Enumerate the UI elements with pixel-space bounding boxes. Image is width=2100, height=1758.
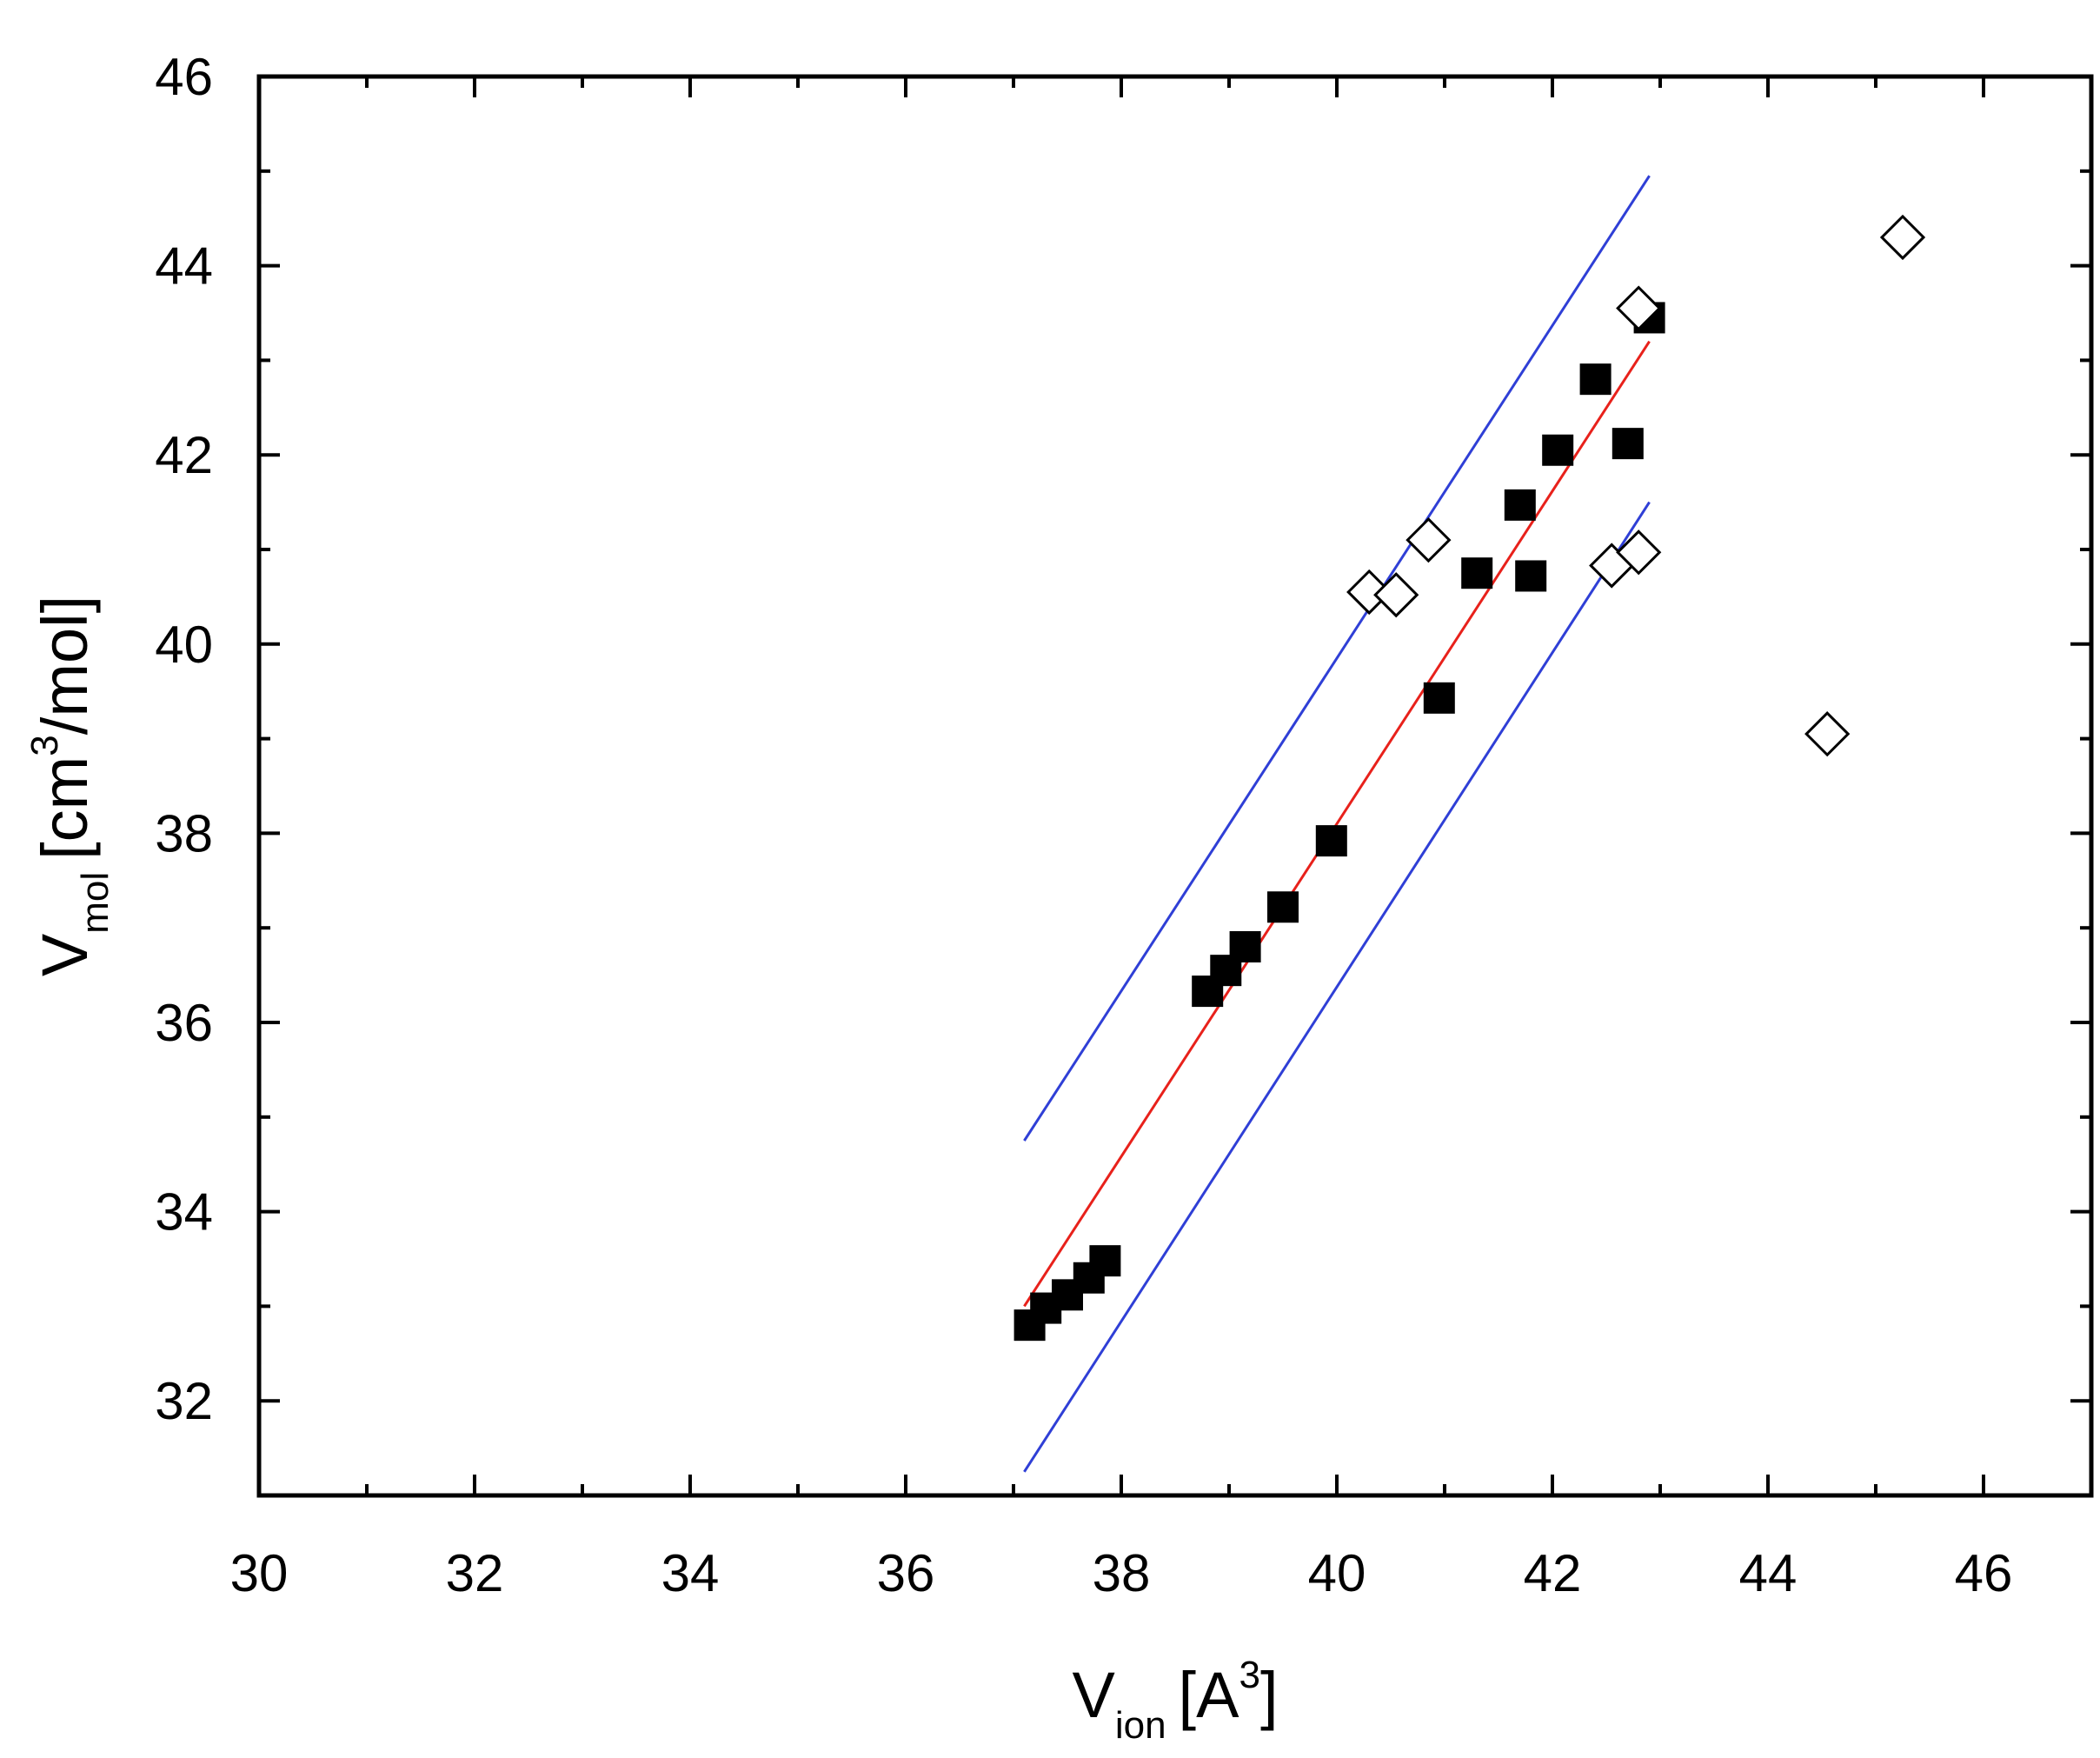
x-axis-label-sub: ion (1115, 1704, 1166, 1747)
x-tick-label: 40 (1308, 1544, 1366, 1602)
square-point (1423, 682, 1455, 714)
diamond-point (1804, 711, 1851, 757)
x-axis-label: Vion [A3] (1072, 1654, 1278, 1747)
diamond-point (1616, 529, 1662, 576)
square-point (1315, 825, 1347, 857)
x-axis-label-main: V (1072, 1659, 1115, 1731)
x-tick-labels: 30 32 34 36 38 40 42 44 46 (230, 1544, 2013, 1602)
y-tick-label: 46 (155, 48, 213, 106)
diamond-point (1406, 516, 1452, 563)
x-tick-label: 32 (446, 1544, 504, 1602)
y-axis-label-sub: mol (74, 872, 116, 934)
axis-ticks (257, 75, 2093, 1497)
x-tick-label: 38 (1093, 1544, 1151, 1602)
diamond-point (1373, 572, 1419, 618)
data-points (1013, 214, 1926, 1342)
y-tick-label: 42 (155, 426, 213, 484)
x-tick-label: 46 (1955, 1544, 2013, 1602)
square-point (1229, 930, 1261, 962)
fit-lines (1023, 175, 1651, 1473)
x-tick-label: 44 (1739, 1544, 1798, 1602)
square-point (1504, 489, 1536, 521)
y-axis-label-post: /mol] (29, 596, 101, 735)
x-axis-label-sup: 3 (1239, 1654, 1259, 1696)
y-tick-label: 34 (155, 1183, 213, 1242)
y-axis-label: Vmol [cm3/mol] (23, 596, 116, 976)
plot-frame (256, 74, 2094, 1498)
upper-band-line (1023, 175, 1651, 1142)
y-tick-label: 44 (155, 237, 213, 296)
square-point (1579, 363, 1612, 396)
y-tick-labels: 32 34 36 38 40 42 44 46 (155, 48, 213, 1430)
x-tick-label: 42 (1524, 1544, 1582, 1602)
y-axis-label-pre: [cm (29, 756, 101, 860)
fit-line (1023, 340, 1651, 1308)
square-point (1515, 560, 1547, 592)
diamond-point (1616, 285, 1662, 331)
x-axis-label-post: ] (1260, 1659, 1279, 1731)
y-axis-label-main: V (29, 933, 101, 976)
square-point (1267, 891, 1299, 923)
x-tick-label: 30 (230, 1544, 289, 1602)
square-point (1461, 557, 1493, 589)
x-axis-label-pre: [A (1179, 1659, 1240, 1731)
square-point (1089, 1245, 1121, 1277)
diamond-point (1879, 214, 1926, 261)
y-tick-label: 40 (155, 616, 213, 674)
square-point (1612, 428, 1644, 460)
diamond-point (1346, 569, 1392, 616)
y-tick-label: 32 (155, 1372, 213, 1430)
y-axis-label-sup: 3 (23, 735, 66, 756)
square-point (1542, 434, 1574, 466)
y-tick-label: 36 (155, 994, 213, 1052)
lower-band-line (1023, 501, 1651, 1473)
x-tick-label: 36 (877, 1544, 935, 1602)
x-tick-label: 34 (661, 1544, 720, 1602)
y-tick-label: 38 (155, 804, 213, 862)
